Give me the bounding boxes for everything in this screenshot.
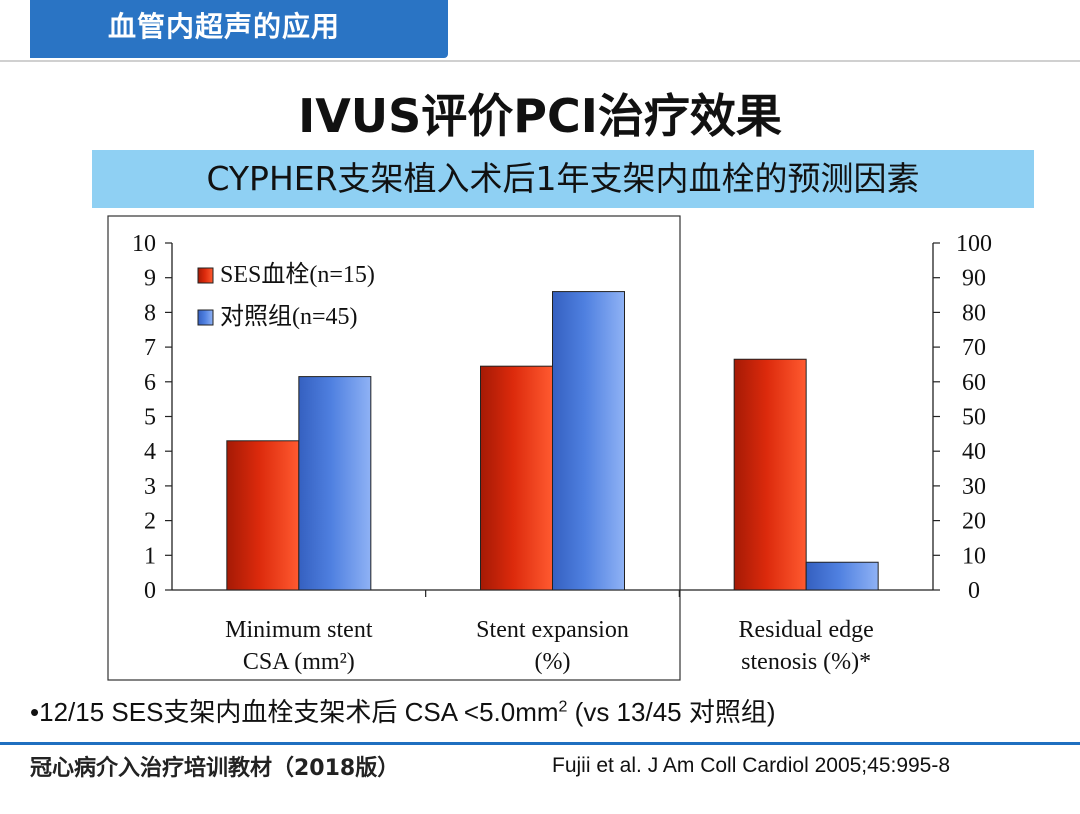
right-tick-label: 20	[962, 509, 986, 535]
footnote-tail: (vs 13/45 对照组)	[567, 697, 775, 727]
category-label: stenosis (%)*	[741, 649, 871, 675]
left-tick-label: 9	[144, 266, 156, 292]
category-label: Residual edge	[739, 617, 874, 643]
left-tick-label: 5	[144, 405, 156, 431]
left-tick-label: 7	[144, 335, 156, 361]
footnote-text: •12/15 SES支架内血栓支架术后 CSA <5.0mm	[30, 697, 559, 727]
left-tick-label: 2	[144, 509, 156, 535]
right-tick-label: 10	[962, 543, 986, 569]
right-tick-label: 100	[956, 231, 992, 257]
bar	[227, 441, 299, 590]
legend-swatch	[198, 310, 213, 325]
right-tick-label: 60	[962, 370, 986, 396]
right-tick-label: 70	[962, 335, 986, 361]
right-tick-label: 80	[962, 300, 986, 326]
left-tick-label: 3	[144, 474, 156, 500]
category-label: (%)	[535, 649, 571, 675]
right-tick-label: 40	[962, 439, 986, 465]
right-tick-label: 90	[962, 266, 986, 292]
footer-citation: Fujii et al. J Am Coll Cardiol 2005;45:9…	[552, 754, 950, 778]
legend-label: SES血栓(n=15)	[220, 261, 375, 288]
left-tick-label: 1	[144, 543, 156, 569]
bar	[299, 377, 371, 590]
left-tick-label: 0	[144, 578, 156, 604]
right-tick-label: 30	[962, 474, 986, 500]
legend-label: 对照组(n=45)	[220, 303, 358, 330]
category-label: Minimum stent	[225, 617, 373, 643]
left-tick-label: 6	[144, 370, 156, 396]
left-tick-label: 10	[132, 231, 156, 257]
footer-divider	[0, 742, 1080, 745]
footer-source-book: 冠心病介入治疗培训教材（2018版）	[30, 750, 399, 782]
bar	[734, 359, 806, 590]
bar	[806, 562, 878, 590]
right-tick-label: 50	[962, 405, 986, 431]
left-tick-label: 4	[144, 439, 156, 465]
category-label: Stent expansion	[476, 617, 629, 643]
right-tick-label: 0	[968, 578, 980, 604]
bar	[553, 292, 625, 590]
footnote-bullet: •12/15 SES支架内血栓支架术后 CSA <5.0mm2 (vs 13/4…	[30, 692, 776, 729]
left-tick-label: 8	[144, 300, 156, 326]
bar	[481, 366, 553, 590]
category-label: CSA (mm²)	[243, 649, 355, 675]
legend-swatch	[198, 268, 213, 283]
